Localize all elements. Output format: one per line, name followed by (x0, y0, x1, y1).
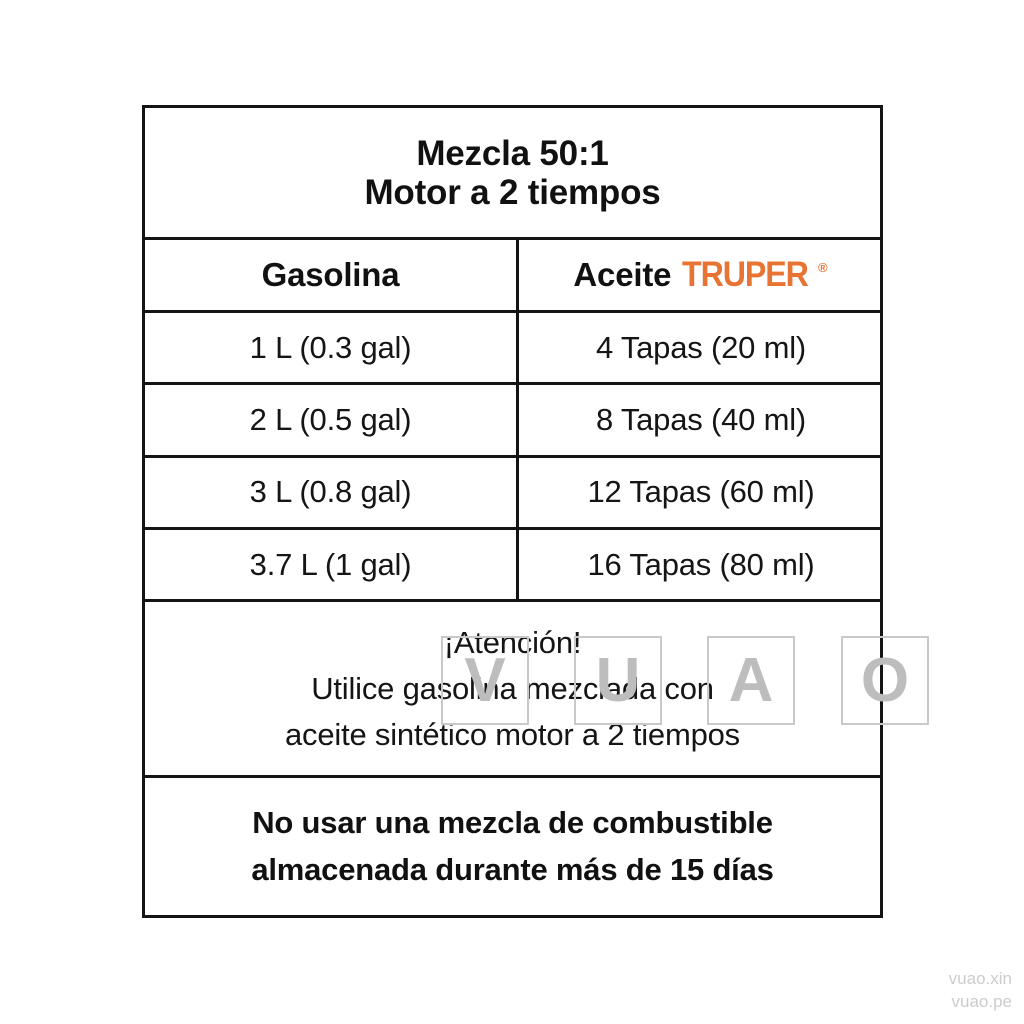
cell-aceite-value: 16 Tapas (80 ml) (587, 546, 815, 582)
corner-watermark: vuao.xin vuao.pe (949, 968, 1012, 1014)
table-row: 1 L (0.3 gal) 4 Tapas (20 ml) (145, 312, 883, 386)
truper-logo: TRUPER (682, 254, 809, 294)
fuel-mix-ratio-table: Mezcla 50:1 Motor a 2 tiempos Gasolina A… (142, 105, 883, 918)
corner-watermark-line-1: vuao.xin (948, 969, 1012, 989)
cell-aceite-value: 4 Tapas (20 ml) (595, 329, 807, 365)
table-row: 3 L (0.8 gal) 12 Tapas (60 ml) (145, 457, 883, 530)
corner-watermark-line-2: vuao.pe (951, 992, 1013, 1012)
attention-notice-block: ¡Atención! Utilice gasolina mezclada con… (145, 602, 880, 779)
attention-line-2: aceite sintético motor a 2 tiempos (285, 716, 740, 752)
attention-line-1: Utilice gasolina mezclada con (311, 670, 714, 706)
registered-trademark-icon: ® (817, 259, 828, 275)
warning-line-2: almacenada durante más de 15 días (251, 851, 774, 887)
cell-aceite: 4 Tapas (20 ml) (516, 312, 883, 383)
page-title: Mezcla 50:1 (416, 134, 609, 174)
cell-gasolina: 3.7 L (1 gal) (145, 530, 516, 599)
truper-brand-lockup: Aceite TRUPER ® (573, 255, 828, 295)
warning-line-1: No usar una mezcla de combustible (252, 805, 773, 841)
cell-gasolina: 3 L (0.8 gal) (145, 458, 516, 527)
cell-aceite: 12 Tapas (60 ml) (516, 457, 883, 527)
table-row: 2 L (0.5 gal) 8 Tapas (40 ml) (145, 385, 883, 458)
cell-aceite: 8 Tapas (40 ml) (516, 385, 883, 455)
storage-warning-block: No usar una mezcla de combustible almace… (145, 778, 880, 915)
cell-aceite-value: 8 Tapas (40 ml) (595, 401, 807, 437)
cell-gasolina-value: 3 L (0.8 gal) (249, 474, 412, 510)
cell-gasolina-value: 1 L (0.3 gal) (249, 329, 412, 365)
column-header-gasolina-label: Gasolina (261, 255, 400, 293)
column-header-aceite: Aceite TRUPER ® (516, 239, 883, 310)
attention-heading: ¡Atención! (443, 624, 582, 660)
column-header-gasolina: Gasolina (145, 240, 516, 310)
cell-gasolina: 2 L (0.5 gal) (145, 385, 516, 454)
table-row: 3.7 L (1 gal) 16 Tapas (80 ml) (145, 529, 883, 603)
table-title-band: Mezcla 50:1 Motor a 2 tiempos (145, 108, 880, 240)
table-header-row: Gasolina Aceite TRUPER ® (145, 239, 883, 313)
column-header-aceite-label: Aceite (573, 255, 672, 293)
cell-aceite: 16 Tapas (80 ml) (516, 529, 883, 600)
cell-gasolina-value: 3.7 L (1 gal) (249, 546, 412, 582)
cell-gasolina-value: 2 L (0.5 gal) (249, 401, 412, 437)
cell-gasolina: 1 L (0.3 gal) (145, 313, 516, 382)
page-subtitle: Motor a 2 tiempos (364, 173, 661, 213)
cell-aceite-value: 12 Tapas (60 ml) (587, 474, 815, 510)
